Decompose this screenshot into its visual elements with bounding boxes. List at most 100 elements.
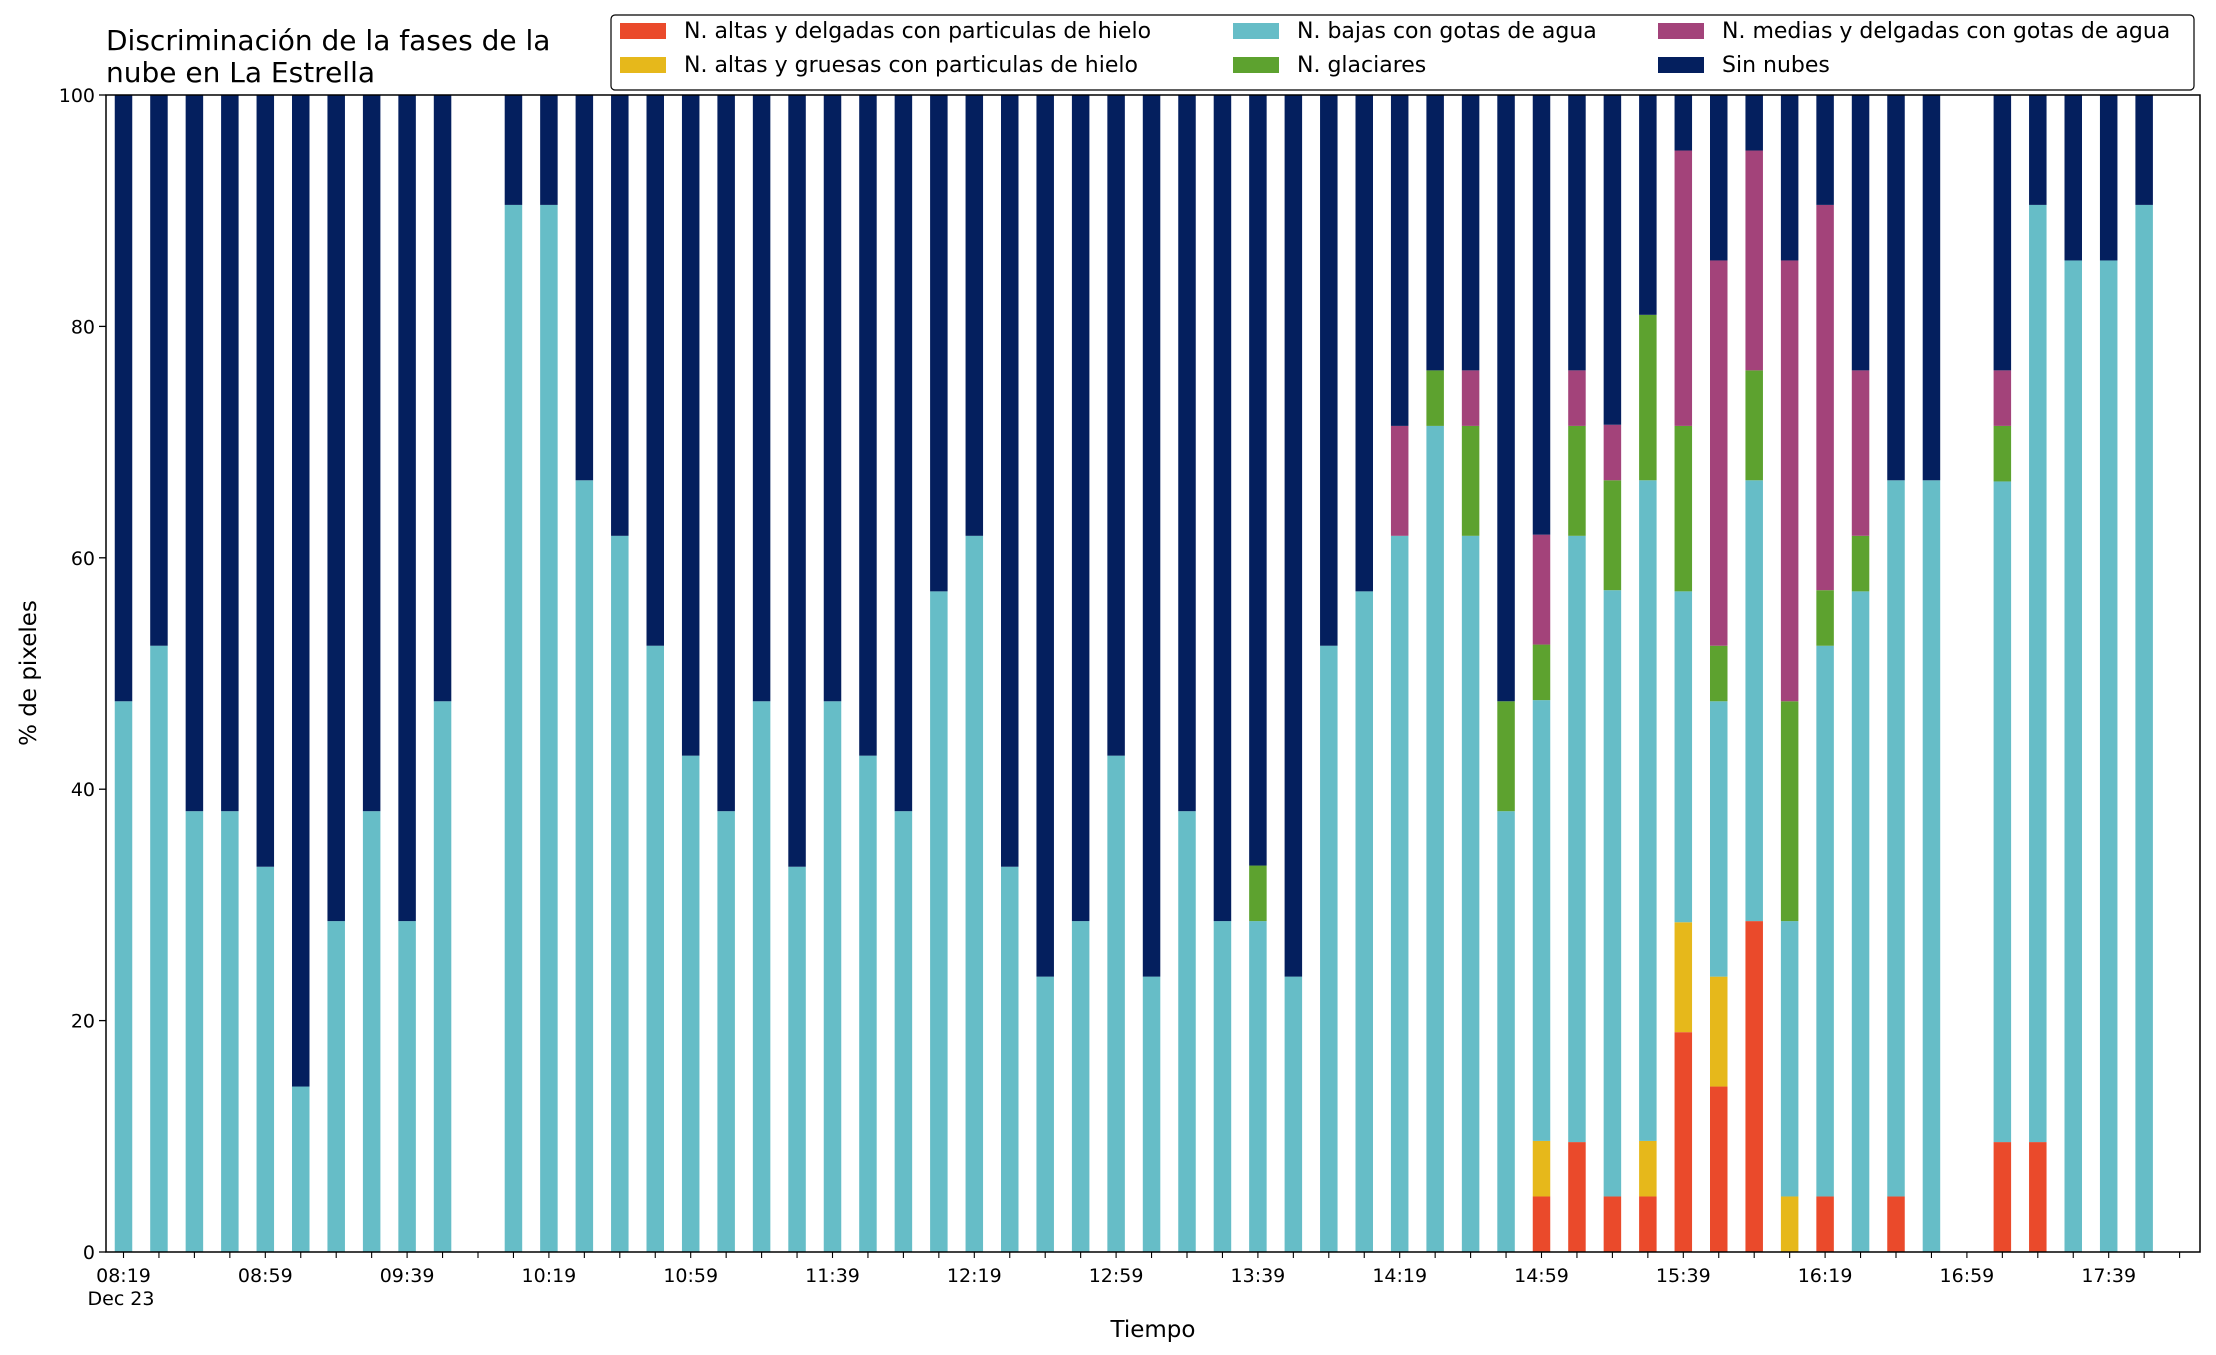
bar-segment-18-s5 [752, 95, 771, 702]
x-tick-label-16:19: 16:19 [1798, 1265, 1853, 1287]
bar-segment-33-s5 [1284, 95, 1303, 977]
bar-segment-15-s5 [646, 95, 664, 646]
x-tick-label-12:59: 12:59 [1089, 1265, 1144, 1287]
bar-segment-56-s5 [2099, 95, 2118, 261]
bar-segment-53-s0 [1993, 1142, 2012, 1252]
bar-segment-34-s5 [1320, 95, 1338, 646]
bar-segment-17-s2 [717, 811, 735, 1252]
bar-segment-29-s2 [1142, 976, 1161, 1252]
bar-segment-46-s3 [1745, 370, 1763, 481]
bar-segment-55-s5 [2064, 95, 2082, 261]
bar-segment-53-s2 [1993, 481, 2012, 1143]
bar-segment-38-s3 [1461, 425, 1480, 536]
bar-segment-48-s3 [1816, 590, 1834, 646]
bar-segment-41-s5 [1568, 95, 1586, 371]
bar-segment-49-s5 [1851, 95, 1870, 371]
bar-segment-21-s5 [859, 95, 877, 756]
bar-segment-12-s5 [540, 95, 558, 205]
chart-title: Discriminación de la fases de la nube en… [106, 24, 559, 89]
bar-segment-47-s4 [1780, 260, 1799, 702]
bar-segment-42-s4 [1603, 424, 1622, 481]
bar-segment-44-s2 [1674, 591, 1693, 923]
legend-swatch-3 [1233, 57, 1279, 73]
legend-label-0: N. altas y delgadas con particulas de hi… [684, 19, 1151, 44]
bar-segment-16-s2 [681, 755, 700, 1252]
bar-segment-44-s1 [1674, 922, 1693, 1033]
bar-segment-53-s5 [1993, 95, 2012, 371]
bar-segment-18-s2 [752, 701, 771, 1252]
y-tick-label-80: 80 [71, 316, 95, 338]
bar-segment-21-s2 [859, 755, 877, 1252]
bar-segment-42-s3 [1603, 480, 1622, 591]
bar-segment-24-s2 [965, 535, 984, 1252]
bar-segment-19-s5 [788, 95, 806, 867]
legend-label-2: N. bajas con gotas de agua [1297, 19, 1597, 44]
bar-segment-55-s2 [2064, 260, 2082, 1252]
bar-segment-48-s0 [1816, 1196, 1834, 1252]
bar-segment-43-s3 [1639, 314, 1657, 481]
bar-segment-22-s5 [894, 95, 913, 812]
bar-segment-46-s2 [1745, 480, 1763, 922]
bar-segment-36-s4 [1390, 425, 1409, 536]
bar-segment-47-s3 [1780, 701, 1799, 922]
x-tick-label-08:59: 08:59 [238, 1265, 293, 1287]
bar-segment-6-s5 [327, 95, 345, 922]
bar-segment-49-s2 [1851, 591, 1870, 1252]
bar-segment-14-s5 [611, 95, 629, 536]
x-tick-label-14:59: 14:59 [1514, 1265, 1569, 1287]
x-tick-label-08:19: 08:19 [96, 1265, 151, 1287]
bar-segment-45-s0 [1710, 1086, 1728, 1252]
bar-segment-47-s1 [1780, 1196, 1799, 1252]
y-axis-title: % de pixeles [16, 600, 42, 746]
bar-segment-8-s2 [398, 921, 416, 1252]
legend-label-4: N. medias y delgadas con gotas de agua [1722, 19, 2170, 44]
bar-segment-45-s5 [1710, 95, 1728, 261]
bar-segment-49-s4 [1851, 370, 1870, 536]
bar-segment-45-s3 [1710, 645, 1728, 702]
bar-segment-50-s0 [1887, 1196, 1905, 1252]
bar-segment-13-s2 [575, 480, 594, 1252]
bar-segment-17-s5 [717, 95, 735, 812]
x-tick-label-14:19: 14:19 [1372, 1265, 1427, 1287]
bar-segment-27-s5 [1071, 95, 1090, 922]
bar-segment-46-s0 [1745, 921, 1763, 1252]
bar-segment-54-s2 [2029, 204, 2047, 1143]
bar-segment-33-s2 [1284, 976, 1303, 1252]
x-tick-label-17:39: 17:39 [2081, 1265, 2136, 1287]
bar-segment-44-s4 [1674, 150, 1693, 426]
x-tick-label-10:59: 10:59 [663, 1265, 718, 1287]
x-tick-label-15:39: 15:39 [1656, 1265, 1711, 1287]
legend-box [610, 14, 2195, 91]
bar-segment-40-s1 [1532, 1140, 1551, 1197]
bar-segment-1-s5 [150, 95, 168, 646]
bar-segment-14-s2 [611, 535, 629, 1252]
bar-segment-39-s3 [1497, 701, 1515, 812]
x-tick-label-12:19: 12:19 [947, 1265, 1002, 1287]
bar-segment-9-s5 [433, 95, 452, 702]
bar-segment-27-s2 [1071, 921, 1090, 1252]
bar-segment-24-s5 [965, 95, 984, 536]
bar-segment-44-s0 [1674, 1032, 1693, 1252]
bar-segment-32-s3 [1249, 865, 1267, 922]
bar-segment-42-s5 [1603, 95, 1622, 425]
bar-segment-37-s2 [1426, 425, 1444, 1252]
x-tick-label-11:39: 11:39 [805, 1265, 860, 1287]
bar-segment-37-s3 [1426, 370, 1444, 426]
bar-segment-2-s5 [185, 95, 204, 812]
y-tick-label-40: 40 [71, 779, 95, 801]
bar-segment-28-s2 [1107, 755, 1125, 1252]
bar-segment-40-s4 [1532, 534, 1551, 645]
bar-segment-13-s5 [575, 95, 594, 481]
bar-segment-41-s3 [1568, 425, 1586, 536]
legend-label-3: N. glaciares [1297, 53, 1426, 78]
legend-swatch-4 [1658, 23, 1704, 39]
y-tick-label-0: 0 [83, 1242, 95, 1264]
bar-segment-16-s5 [681, 95, 700, 756]
bar-segment-3-s5 [221, 95, 239, 812]
x-tick-label-09:39: 09:39 [380, 1265, 435, 1287]
bar-segment-4-s5 [256, 95, 275, 867]
x-tick-sublabel: Dec 23 [88, 1288, 155, 1310]
bar-segment-23-s2 [930, 591, 948, 1252]
bar-segment-54-s0 [2029, 1142, 2047, 1252]
